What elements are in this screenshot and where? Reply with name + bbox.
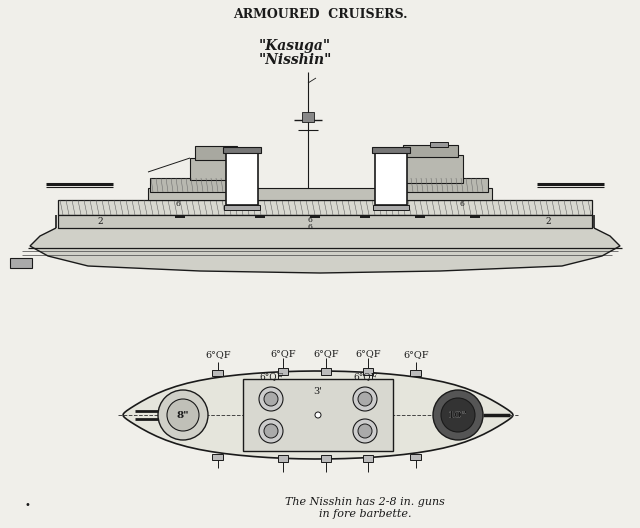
Bar — [148, 188, 492, 200]
Bar — [363, 455, 373, 462]
Text: 2: 2 — [545, 218, 551, 227]
Text: ARMOURED  CRUISERS.: ARMOURED CRUISERS. — [233, 7, 407, 21]
Text: The Nisshin has 2-8 in. guns: The Nisshin has 2-8 in. guns — [285, 497, 445, 507]
Bar — [372, 147, 410, 153]
Polygon shape — [30, 228, 620, 273]
Text: 6: 6 — [175, 200, 180, 208]
Bar — [430, 142, 448, 147]
Bar — [321, 455, 331, 462]
Bar — [278, 368, 288, 375]
Circle shape — [259, 387, 283, 411]
Bar — [363, 368, 373, 375]
Text: 10": 10" — [448, 410, 468, 420]
Bar — [226, 152, 258, 205]
Text: 3': 3' — [314, 386, 323, 395]
Circle shape — [167, 399, 199, 431]
Circle shape — [158, 390, 208, 440]
Bar — [410, 454, 421, 460]
Text: 10": 10" — [448, 410, 468, 420]
Text: 6°QF: 6°QF — [403, 350, 429, 359]
Bar — [302, 112, 314, 122]
Text: 6°QF: 6°QF — [355, 349, 381, 358]
Bar — [58, 200, 592, 215]
Bar — [223, 147, 261, 153]
Bar — [195, 146, 237, 160]
Bar — [403, 145, 458, 157]
Bar — [398, 155, 463, 183]
Circle shape — [259, 419, 283, 443]
Text: "Nisshin": "Nisshin" — [259, 53, 332, 67]
Circle shape — [353, 419, 377, 443]
Text: in fore barbette.: in fore barbette. — [319, 509, 412, 519]
Text: 6: 6 — [308, 223, 312, 231]
Bar — [190, 158, 242, 180]
Circle shape — [353, 387, 377, 411]
Bar — [373, 205, 409, 210]
Bar — [212, 370, 223, 376]
Bar — [212, 454, 223, 460]
Circle shape — [264, 424, 278, 438]
Bar — [58, 215, 592, 228]
Bar — [321, 368, 331, 375]
Bar — [410, 370, 421, 376]
Circle shape — [264, 392, 278, 406]
Bar — [150, 178, 238, 192]
Bar — [243, 379, 393, 451]
Text: "Kasuga": "Kasuga" — [259, 39, 331, 53]
Text: •: • — [25, 500, 31, 510]
Polygon shape — [123, 371, 513, 459]
Bar — [375, 152, 407, 205]
Circle shape — [433, 390, 483, 440]
Bar — [224, 205, 260, 210]
Circle shape — [358, 392, 372, 406]
Text: 6°QF: 6°QF — [259, 372, 283, 381]
Text: 6°QF: 6°QF — [353, 372, 377, 381]
Circle shape — [315, 412, 321, 418]
Bar — [400, 178, 488, 192]
Text: 6: 6 — [460, 200, 465, 208]
Text: 2: 2 — [97, 218, 103, 227]
Text: 6: 6 — [308, 216, 312, 224]
Text: 6°QF: 6°QF — [205, 350, 231, 359]
Bar — [278, 455, 288, 462]
Text: 8": 8" — [177, 410, 189, 420]
Text: 6°QF: 6°QF — [313, 349, 339, 358]
Circle shape — [358, 424, 372, 438]
Text: 6°QF: 6°QF — [270, 349, 296, 358]
Bar — [10, 258, 32, 268]
Circle shape — [441, 398, 475, 432]
